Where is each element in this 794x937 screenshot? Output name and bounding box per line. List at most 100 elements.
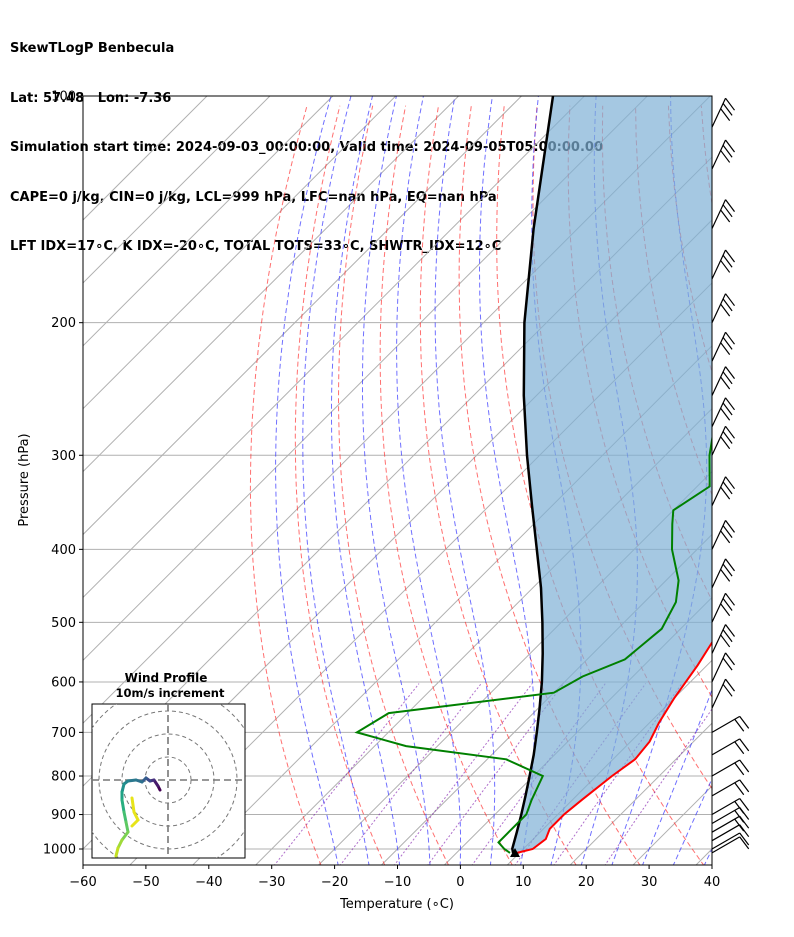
barb-flag — [725, 558, 736, 572]
wind-barb — [711, 397, 736, 428]
barb-flag — [739, 759, 750, 773]
barb-flag — [720, 303, 731, 317]
barb-shaft — [711, 815, 741, 833]
barb-flag — [734, 741, 745, 755]
x-tick-label: −30 — [258, 875, 285, 890]
x-axis-label: Temperature (∘C) — [339, 897, 454, 912]
barb-flag — [725, 425, 736, 439]
barb-flag — [722, 657, 733, 671]
wind-barb — [711, 139, 736, 170]
barb-flag — [722, 337, 733, 350]
barb-flag — [734, 801, 745, 814]
wind-barb — [711, 836, 750, 854]
y-tick-label: 1000 — [43, 843, 76, 858]
inset-subtitle: 10m/s increment — [116, 686, 225, 700]
x-tick-label: 40 — [704, 875, 721, 890]
y-tick-label: 600 — [51, 675, 76, 690]
y-tick-label: 400 — [51, 543, 76, 558]
barb-flag — [725, 293, 736, 307]
wind-barbs — [711, 97, 750, 854]
barb-flag — [720, 376, 731, 390]
dry-adiabat — [419, 105, 577, 865]
barb-flag — [722, 103, 733, 116]
barb-flag — [720, 530, 731, 544]
barb-shaft — [711, 678, 727, 709]
barb-flag — [725, 678, 736, 692]
barb-shaft — [711, 824, 741, 842]
moist-adiabat — [331, 96, 401, 865]
x-tick-label: 30 — [641, 875, 658, 890]
barb-flag — [722, 204, 733, 218]
x-tick-label: −40 — [195, 875, 222, 890]
wind-barb — [711, 331, 736, 362]
dry-adiabat — [767, 106, 794, 866]
profiles — [354, 96, 712, 857]
isotherm — [758, 96, 794, 866]
wind-barb — [711, 293, 736, 323]
moist-adiabat — [672, 777, 712, 865]
barb-flag — [722, 254, 733, 268]
wind-barb — [711, 824, 750, 842]
barb-flag — [720, 260, 731, 273]
barb-flag — [722, 598, 733, 611]
barb-shaft — [711, 97, 727, 128]
moist-adiabat — [642, 688, 712, 865]
barb-shaft — [711, 520, 727, 550]
hodograph-segment — [122, 810, 128, 824]
barb-flag — [722, 371, 733, 385]
barb-flag — [739, 832, 750, 846]
wind-barb — [711, 759, 750, 777]
barb-flag — [725, 139, 736, 153]
isotherm — [83, 96, 334, 347]
barb-shaft — [711, 652, 727, 683]
barb-flag — [722, 144, 733, 158]
barb-flag — [734, 782, 745, 796]
barb-flag — [739, 779, 750, 793]
hodograph-segment — [120, 798, 126, 814]
barb-flag — [725, 97, 736, 111]
dry-adiabat — [337, 105, 450, 865]
wind-barb — [711, 558, 736, 589]
hodograph-segment — [114, 846, 120, 858]
barb-shaft — [711, 558, 727, 589]
mixing-ratio-line — [273, 683, 420, 865]
moist-adiabat — [478, 96, 535, 865]
lcl-marker — [510, 848, 520, 857]
x-tick-label: 0 — [456, 875, 464, 890]
moist-adiabat — [362, 96, 431, 865]
barb-flag — [720, 486, 731, 500]
wind-barb — [711, 738, 750, 756]
dry-adiabat — [379, 105, 513, 865]
barb-flag — [722, 481, 733, 495]
barb-shaft — [711, 738, 741, 756]
x-tick-label: 10 — [515, 875, 532, 890]
chart-header: SkewTLogP Benbecula Lat: 57.48 Lon: -7.3… — [10, 8, 603, 272]
barb-flag — [725, 592, 736, 606]
y-tick-label: 500 — [51, 616, 76, 631]
header-location: Lat: 57.48 Lon: -7.36 — [10, 90, 172, 106]
wind-barb — [711, 797, 750, 816]
barb-shaft — [711, 836, 741, 854]
barb-flag — [722, 402, 733, 416]
isotherm — [83, 96, 459, 473]
barb-flag — [720, 634, 731, 648]
barb-flag — [725, 331, 736, 345]
header-title: SkewTLogP Benbecula — [10, 41, 175, 56]
barb-shaft — [711, 331, 727, 362]
y-axis-label: Pressure (hPa) — [17, 433, 32, 526]
header-indices-2: LFT IDX=17∘C, K IDX=-20∘C, TOTAL TOTS=33… — [10, 239, 502, 254]
isotherm — [83, 96, 585, 599]
isotherm — [83, 96, 271, 284]
mixing-ratio-line — [604, 708, 712, 865]
barb-flag — [739, 836, 750, 850]
barb-flag — [734, 762, 745, 776]
wind-barb — [711, 366, 736, 396]
wind-barb — [711, 249, 736, 280]
moist-adiabat — [275, 96, 339, 865]
hodograph-segment — [120, 830, 130, 842]
wind-barb — [711, 199, 736, 229]
barb-flag — [720, 108, 731, 121]
wind-barb — [711, 425, 736, 456]
x-tick-label: −10 — [384, 875, 411, 890]
x-tick-label: −20 — [321, 875, 348, 890]
